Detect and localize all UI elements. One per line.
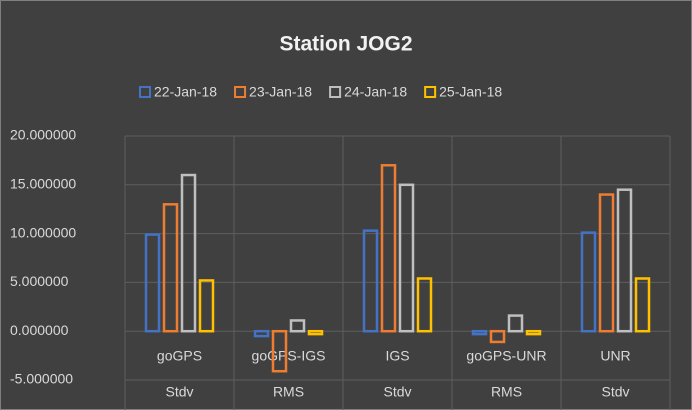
chart-title: Station JOG2 (279, 33, 412, 56)
bar (416, 277, 433, 333)
x-group-label: Stdv (383, 384, 411, 400)
bar (525, 329, 542, 336)
y-tick-label: 5.000000 (10, 273, 69, 289)
bar (198, 279, 215, 333)
y-tick-label: 15.000000 (10, 176, 76, 192)
legend-swatch (234, 86, 247, 98)
y-tick-label: -5.000000 (10, 371, 73, 387)
x-tick-label: goGPS-UNR (466, 348, 546, 364)
x-tick-label: UNR (600, 348, 630, 364)
x-tick-label: IGS (385, 348, 409, 364)
bar (380, 164, 397, 333)
legend-swatch (329, 86, 342, 98)
bar (180, 173, 197, 333)
bar (362, 229, 379, 333)
bar (307, 329, 324, 336)
bar (616, 188, 633, 333)
legend-label: 22-Jan-18 (154, 84, 217, 100)
y-tick-label: 20.000000 (10, 127, 76, 143)
bar (580, 231, 597, 333)
bar (253, 329, 270, 338)
bar (162, 203, 179, 333)
bar (289, 319, 306, 333)
bar (271, 329, 288, 373)
bar (489, 329, 506, 344)
bar (507, 314, 524, 333)
x-group-label: Stdv (601, 384, 629, 400)
legend-label: 23-Jan-18 (249, 84, 312, 100)
bar (598, 193, 615, 333)
legend-label: 25-Jan-18 (439, 84, 502, 100)
bar (398, 183, 415, 333)
bar (634, 277, 651, 333)
y-tick-label: 0.000000 (10, 322, 69, 338)
y-tick-label: 10.000000 (10, 224, 76, 240)
legend-label: 24-Jan-18 (344, 84, 407, 100)
legend-swatch (424, 86, 437, 98)
x-group-label: RMS (273, 384, 304, 400)
x-group-label: RMS (491, 384, 522, 400)
x-tick-label: goGPS (157, 348, 202, 364)
x-group-label: Stdv (165, 384, 193, 400)
x-tick-label: goGPS-IGS (252, 348, 326, 364)
legend-swatch (139, 86, 151, 98)
bar (471, 329, 488, 336)
bar (144, 233, 161, 333)
